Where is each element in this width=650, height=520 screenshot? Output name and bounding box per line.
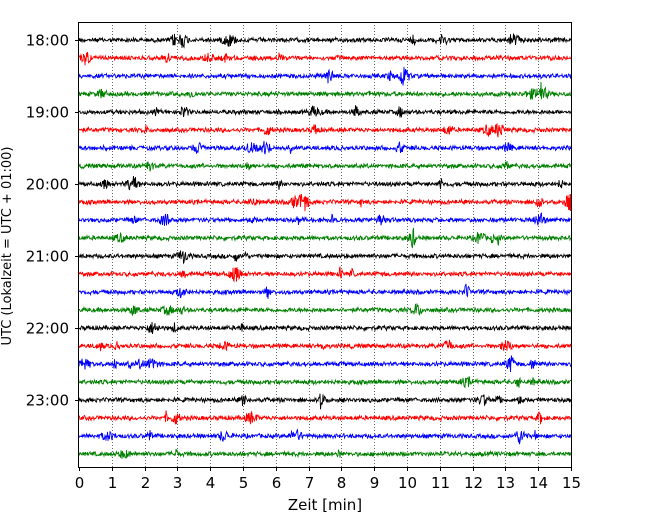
- y-axis: 18:00 19:00 20:00 21:00 22:00 23:00: [26, 32, 79, 410]
- trace-line: [78, 339, 572, 352]
- trace-line: [78, 393, 572, 410]
- x-tick-label: 7: [305, 474, 315, 492]
- trace-line: [78, 33, 572, 49]
- trace-line: [78, 448, 572, 459]
- trace-line: [78, 176, 572, 191]
- trace-layer: [78, 33, 572, 459]
- trace-line: [78, 161, 572, 172]
- x-tick-label: 3: [173, 474, 183, 492]
- trace-line: [78, 303, 572, 316]
- x-axis-title: Zeit [min]: [288, 496, 362, 514]
- x-tick-label: 6: [272, 474, 282, 492]
- y-tick-label: 19:00: [26, 104, 69, 122]
- y-tick-label: 21:00: [26, 248, 69, 266]
- trace-line: [78, 122, 572, 138]
- x-tick-label: 5: [239, 474, 249, 492]
- y-tick-label: 20:00: [26, 176, 69, 194]
- trace-line: [78, 428, 572, 445]
- x-tick-label: 1: [108, 474, 118, 492]
- trace-line: [78, 193, 572, 212]
- y-axis-title: UTC (Lokalzeit = UTC + 01:00): [0, 147, 15, 346]
- trace-line: [78, 266, 572, 283]
- x-tick-label: 8: [337, 474, 347, 492]
- x-tick-label: 14: [529, 474, 548, 492]
- trace-line: [78, 250, 572, 265]
- x-axis: 0 1 2 3 4 5 6 7 8 9 10 11 12 13 14 15: [75, 467, 581, 492]
- trace-line: [78, 283, 572, 299]
- trace-line: [78, 81, 572, 101]
- plot-frame: [78, 22, 572, 468]
- y-tick-label: 18:00: [26, 32, 69, 50]
- trace-line: [78, 227, 572, 249]
- trace-line: [78, 410, 572, 425]
- grid-lines: [112, 22, 539, 467]
- x-tick-label: 9: [370, 474, 380, 492]
- x-tick-label: 2: [141, 474, 151, 492]
- trace-line: [78, 355, 572, 372]
- y-tick-label: 23:00: [26, 392, 69, 410]
- x-tick-label: 4: [206, 474, 216, 492]
- x-tick-label: 12: [464, 474, 483, 492]
- y-tick-label: 22:00: [26, 320, 69, 338]
- trace-line: [78, 212, 572, 226]
- trace-line: [78, 322, 572, 335]
- x-tick-label: 11: [431, 474, 450, 492]
- trace-line: [78, 66, 572, 86]
- trace-line: [78, 375, 572, 389]
- trace-line: [78, 105, 572, 118]
- trace-line: [78, 52, 572, 66]
- x-tick-label: 10: [398, 474, 417, 492]
- trace-line: [78, 140, 572, 155]
- x-tick-label: 0: [75, 474, 85, 492]
- x-tick-label: 15: [562, 474, 581, 492]
- x-tick-label: 13: [496, 474, 515, 492]
